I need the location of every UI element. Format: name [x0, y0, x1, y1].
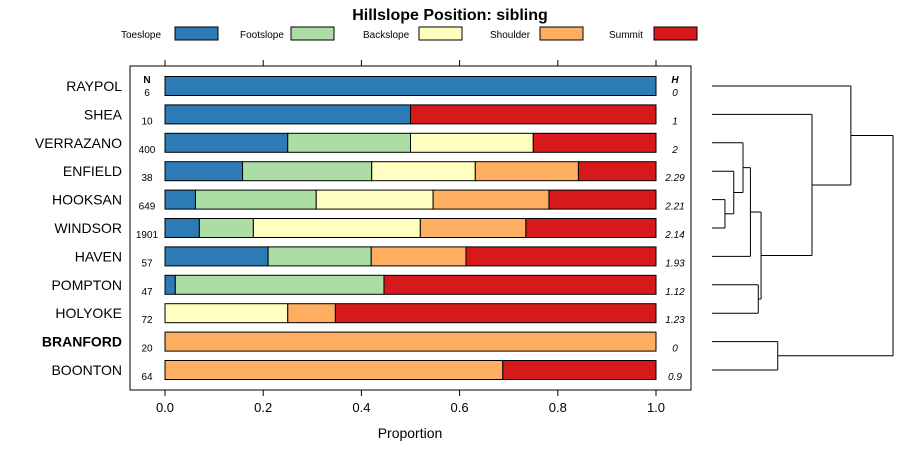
bar-hooksan-summit: [548, 189, 657, 210]
bar-holyoke-shoulder: [287, 303, 336, 324]
row-label-verrazano: VERRAZANO: [35, 135, 122, 151]
bar-holyoke-summit: [334, 303, 657, 324]
h-value-haven: 1.93: [665, 258, 685, 269]
bar-haven-summit: [465, 246, 657, 267]
h-value-pompton: 1.12: [665, 287, 685, 298]
bar-haven-shoulder: [370, 246, 467, 267]
bar-enfield-toeslope: [164, 161, 244, 182]
legend-label-footslope: Footslope: [240, 30, 284, 41]
bar-enfield-summit: [577, 161, 657, 182]
h-value-branford: 0: [672, 344, 678, 355]
plot-frame: [129, 65, 692, 391]
legend: Toeslope Footslope Backslope Shoulder Summit: [121, 26, 698, 41]
h-column-header: H: [671, 75, 679, 86]
n-value-boonton: 64: [141, 372, 153, 383]
x-tick-label-1: 0.2: [254, 400, 272, 415]
h-value-raypol: 0: [672, 88, 678, 99]
bar-holyoke-backslope: [164, 303, 289, 324]
bar-windsor-footslope: [198, 218, 254, 238]
bar-hooksan-toeslope: [164, 189, 196, 210]
row-label-enfield: ENFIELD: [63, 163, 122, 179]
row-label-hooksan: HOOKSAN: [52, 192, 122, 208]
h-value-holyoke: 1.23: [665, 315, 685, 326]
legend-label-summit: Summit: [609, 30, 643, 41]
n-value-branford: 20: [141, 344, 153, 355]
bar-enfield-footslope: [242, 161, 373, 182]
n-value-haven: 57: [141, 258, 153, 269]
h-value-enfield: 2.29: [664, 173, 685, 184]
bar-haven-footslope: [267, 246, 372, 267]
row-label-haven: HAVEN: [75, 248, 122, 264]
legend-swatch-toeslope: [174, 26, 219, 41]
x-tick-label-3: 0.6: [451, 400, 469, 415]
bar-boonton-shoulder: [164, 360, 504, 380]
x-tick-label-2: 0.4: [352, 400, 370, 415]
h-value-shea: 1: [672, 116, 678, 127]
bar-shea-toeslope: [164, 104, 411, 125]
bar-verrazano-footslope: [287, 132, 411, 153]
row-label-raypol: RAYPOL: [66, 78, 122, 94]
dendrogram: [712, 85, 894, 371]
row-label-boonton: BOONTON: [51, 362, 122, 378]
bars: [164, 76, 657, 380]
bar-pompton-footslope: [174, 274, 385, 295]
bar-raypol-toeslope: [164, 76, 657, 96]
x-axis-title: Proportion: [378, 425, 443, 441]
legend-swatch-shoulder: [539, 26, 584, 41]
n-value-windsor: 1901: [136, 230, 159, 241]
row-label-holyoke: HOLYOKE: [55, 305, 122, 321]
bar-windsor-summit: [525, 218, 657, 238]
bar-hooksan-shoulder: [432, 189, 550, 210]
x-tick-label-4: 0.8: [549, 400, 567, 415]
h-value-verrazano: 2: [671, 145, 678, 156]
bar-hooksan-backslope: [315, 189, 434, 210]
legend-label-shoulder: Shoulder: [490, 30, 531, 41]
row-label-branford: BRANFORD: [42, 334, 122, 350]
legend-swatch-backslope: [418, 26, 463, 41]
x-tick-label-5: 1.0: [647, 400, 665, 415]
x-tick-label-0: 0.0: [156, 400, 174, 415]
n-column-header: N: [143, 75, 150, 86]
bar-windsor-toeslope: [164, 218, 200, 238]
chart-title: Hillslope Position: sibling: [352, 7, 548, 24]
bar-enfield-backslope: [371, 161, 476, 182]
bar-hooksan-footslope: [194, 189, 317, 210]
x-axis: 0.0 0.2 0.4 0.6 0.8 1.0: [156, 60, 665, 415]
bar-enfield-shoulder: [474, 161, 579, 182]
n-value-hooksan: 649: [139, 202, 156, 213]
legend-label-toeslope: Toeslope: [121, 30, 161, 41]
bar-shea-summit: [410, 104, 657, 125]
n-value-holyoke: 72: [141, 315, 153, 326]
bar-verrazano-backslope: [410, 132, 534, 153]
legend-label-backslope: Backslope: [363, 30, 410, 41]
h-value-boonton: 0.9: [668, 372, 682, 383]
legend-swatch-summit: [653, 26, 698, 41]
row-label-windsor: WINDSOR: [54, 220, 122, 236]
h-value-hooksan: 2.21: [664, 202, 684, 213]
bar-pompton-toeslope: [164, 274, 176, 295]
bar-windsor-backslope: [252, 218, 421, 238]
n-value-enfield: 38: [141, 173, 153, 184]
bar-verrazano-summit: [532, 132, 657, 153]
h-value-windsor: 2.14: [664, 230, 685, 241]
bar-pompton-summit: [383, 274, 657, 295]
n-value-verrazano: 400: [139, 145, 156, 156]
bar-branford-shoulder: [164, 331, 657, 352]
row-labels: RAYPOL 6 0 SHEA 10 1 VERRAZANO 400 2 ENFIELD 38 2.2…: [35, 78, 685, 383]
row-label-pompton: POMPTON: [51, 277, 122, 293]
n-value-shea: 10: [141, 116, 153, 127]
bar-verrazano-toeslope: [164, 132, 289, 153]
n-value-pompton: 47: [141, 287, 153, 298]
bar-windsor-shoulder: [419, 218, 527, 238]
row-label-shea: SHEA: [84, 106, 123, 122]
bar-haven-toeslope: [164, 246, 269, 267]
legend-swatch-footslope: [290, 26, 335, 41]
n-value-raypol: 6: [144, 88, 150, 99]
bar-boonton-summit: [502, 360, 657, 380]
